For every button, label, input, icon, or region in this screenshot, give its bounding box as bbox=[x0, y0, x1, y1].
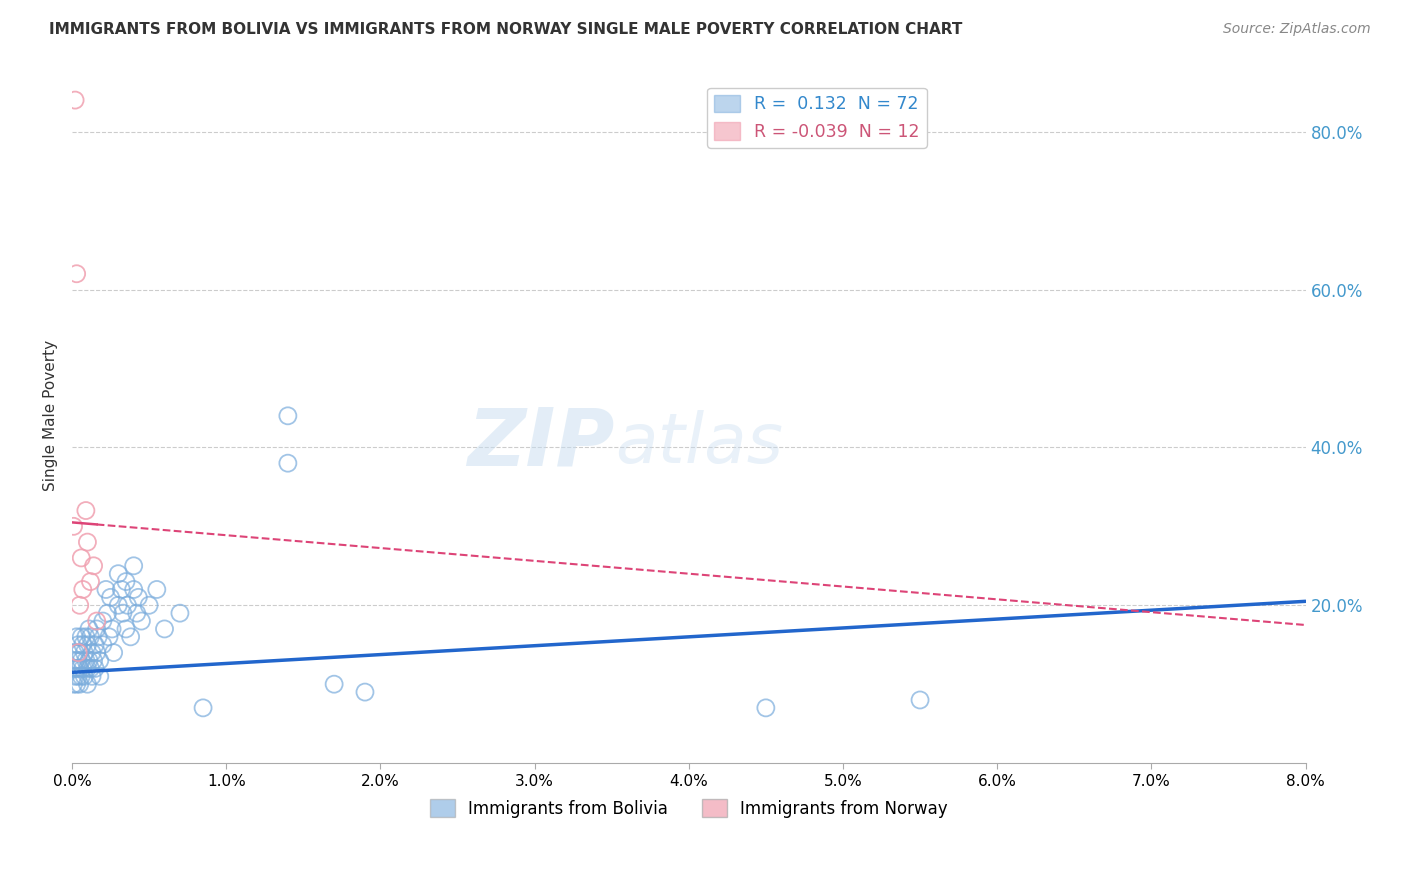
Text: Source: ZipAtlas.com: Source: ZipAtlas.com bbox=[1223, 22, 1371, 37]
Point bbox=[73, 669, 96, 683]
Point bbox=[67, 669, 90, 683]
Point bbox=[89, 669, 111, 683]
Point bbox=[89, 653, 111, 667]
Point bbox=[75, 630, 97, 644]
Point bbox=[70, 669, 93, 683]
Point bbox=[79, 574, 101, 589]
Point bbox=[63, 93, 86, 107]
Point bbox=[77, 622, 100, 636]
Point bbox=[100, 591, 122, 605]
Point bbox=[107, 599, 129, 613]
Point bbox=[91, 614, 114, 628]
Point bbox=[72, 661, 94, 675]
Point bbox=[80, 646, 103, 660]
Point bbox=[115, 622, 138, 636]
Point bbox=[69, 661, 91, 675]
Point bbox=[98, 630, 121, 644]
Point bbox=[755, 701, 778, 715]
Point bbox=[63, 653, 86, 667]
Point bbox=[122, 582, 145, 597]
Point bbox=[277, 456, 299, 470]
Point bbox=[62, 661, 84, 675]
Point bbox=[354, 685, 377, 699]
Point bbox=[66, 677, 89, 691]
Point bbox=[67, 646, 90, 660]
Text: atlas: atlas bbox=[614, 410, 783, 477]
Y-axis label: Single Male Poverty: Single Male Poverty bbox=[44, 340, 58, 491]
Point bbox=[125, 606, 148, 620]
Point bbox=[76, 677, 98, 691]
Point bbox=[110, 582, 132, 597]
Point bbox=[86, 622, 108, 636]
Point bbox=[83, 653, 105, 667]
Point bbox=[69, 646, 91, 660]
Point bbox=[86, 614, 108, 628]
Legend: Immigrants from Bolivia, Immigrants from Norway: Immigrants from Bolivia, Immigrants from… bbox=[423, 793, 955, 824]
Point bbox=[66, 630, 89, 644]
Point bbox=[84, 661, 107, 675]
Point bbox=[62, 519, 84, 533]
Point bbox=[76, 535, 98, 549]
Point bbox=[76, 661, 98, 675]
Point bbox=[84, 638, 107, 652]
Point bbox=[103, 646, 125, 660]
Point bbox=[72, 582, 94, 597]
Text: IMMIGRANTS FROM BOLIVIA VS IMMIGRANTS FROM NORWAY SINGLE MALE POVERTY CORRELATIO: IMMIGRANTS FROM BOLIVIA VS IMMIGRANTS FR… bbox=[49, 22, 963, 37]
Point bbox=[146, 582, 169, 597]
Point bbox=[169, 606, 191, 620]
Point bbox=[66, 267, 89, 281]
Point bbox=[127, 591, 149, 605]
Point bbox=[63, 669, 86, 683]
Point bbox=[79, 661, 101, 675]
Point bbox=[115, 574, 138, 589]
Text: ZIP: ZIP bbox=[467, 405, 614, 483]
Point bbox=[67, 638, 90, 652]
Point bbox=[87, 630, 110, 644]
Point bbox=[73, 646, 96, 660]
Point bbox=[83, 558, 105, 573]
Point bbox=[96, 606, 118, 620]
Point bbox=[120, 630, 142, 644]
Point bbox=[153, 622, 176, 636]
Point bbox=[122, 558, 145, 573]
Point bbox=[62, 677, 84, 691]
Point bbox=[75, 503, 97, 517]
Point bbox=[101, 622, 124, 636]
Point bbox=[63, 646, 86, 660]
Point bbox=[70, 653, 93, 667]
Point bbox=[277, 409, 299, 423]
Point bbox=[111, 606, 134, 620]
Point bbox=[191, 701, 214, 715]
Point bbox=[94, 582, 117, 597]
Point bbox=[79, 630, 101, 644]
Point bbox=[77, 653, 100, 667]
Point bbox=[80, 669, 103, 683]
Point bbox=[908, 693, 931, 707]
Point bbox=[67, 653, 90, 667]
Point bbox=[69, 599, 91, 613]
Point bbox=[323, 677, 346, 691]
Point bbox=[75, 653, 97, 667]
Point bbox=[72, 638, 94, 652]
Point bbox=[131, 614, 153, 628]
Point bbox=[86, 646, 108, 660]
Point bbox=[117, 599, 139, 613]
Point bbox=[70, 630, 93, 644]
Point bbox=[138, 599, 160, 613]
Point bbox=[66, 661, 89, 675]
Point bbox=[91, 638, 114, 652]
Point bbox=[70, 550, 93, 565]
Point bbox=[107, 566, 129, 581]
Point bbox=[76, 638, 98, 652]
Point bbox=[69, 677, 91, 691]
